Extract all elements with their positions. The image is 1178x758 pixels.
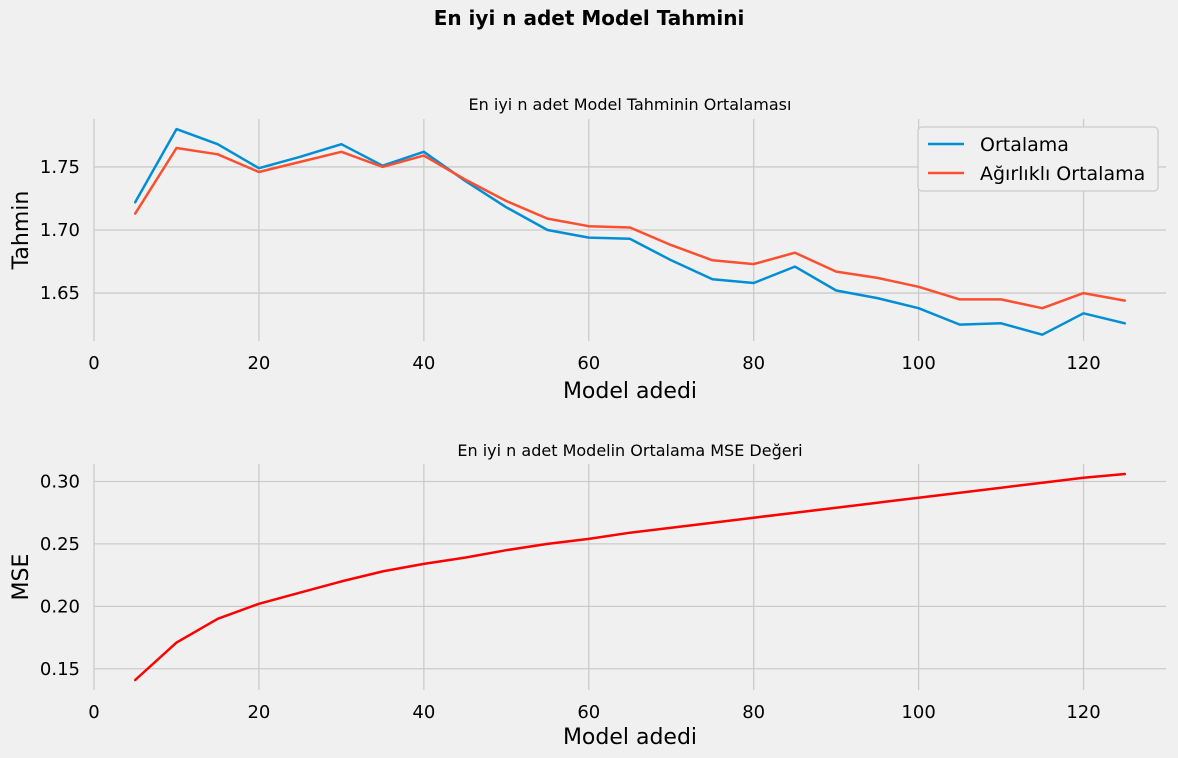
y-tick-label: 0.30: [40, 471, 80, 492]
chart-title: En iyi n adet Model Tahminin Ortalaması: [469, 95, 792, 114]
x-tick-label: 80: [742, 702, 765, 723]
x-tick-label: 0: [88, 353, 99, 374]
y-tick-label: 1.70: [40, 220, 80, 241]
x-tick-label: 60: [577, 702, 600, 723]
x-tick-label: 120: [1066, 353, 1100, 374]
y-tick-label: 0.25: [40, 534, 80, 555]
legend-box: [917, 126, 1159, 192]
legend-label: Ağırlıklı Ortalama: [980, 163, 1145, 185]
x-tick-label: 60: [577, 353, 600, 374]
x-tick-label: 100: [901, 353, 935, 374]
x-tick-label: 20: [247, 353, 270, 374]
legend: Ortalama Ağırlıklı Ortalama: [917, 126, 1159, 192]
y-axis-label: MSE: [9, 554, 34, 601]
y-axis-label: Tahmin: [9, 191, 34, 271]
x-tick-label: 100: [901, 702, 935, 723]
prediction-chart: 0 20 40 60 80 100 120 1.65 1.70 1.75 En iyi n adet…: [9, 95, 1166, 404]
y-tick-label: 1.75: [40, 157, 80, 178]
y-tick-label: 1.65: [40, 283, 80, 304]
y-tick-label: 0.20: [40, 596, 80, 617]
x-tick-label: 80: [742, 353, 765, 374]
x-tick-label: 20: [247, 702, 270, 723]
legend-label: Ortalama: [980, 134, 1069, 156]
series-line-ağırlıklı-ortalama: [133, 146, 1127, 310]
x-tick-label: 0: [88, 702, 99, 723]
chart-title: En iyi n adet Modelin Ortalama MSE Değer…: [457, 441, 802, 460]
mse-chart: 0 20 40 60 80 100 120 0.15 0.20 0.25 0.30 En iyi n …: [9, 441, 1166, 750]
series-line-mse: [133, 472, 1127, 682]
x-tick-label: 120: [1066, 702, 1100, 723]
series-line-ortalama: [133, 127, 1127, 336]
x-tick-label: 40: [412, 353, 435, 374]
x-axis-label: Model adedi: [563, 379, 697, 404]
x-tick-label: 40: [412, 702, 435, 723]
x-axis-label: Model adedi: [563, 725, 697, 750]
figure-title: En iyi n adet Model Tahmini: [434, 6, 745, 30]
y-tick-label: 0.15: [40, 659, 80, 680]
